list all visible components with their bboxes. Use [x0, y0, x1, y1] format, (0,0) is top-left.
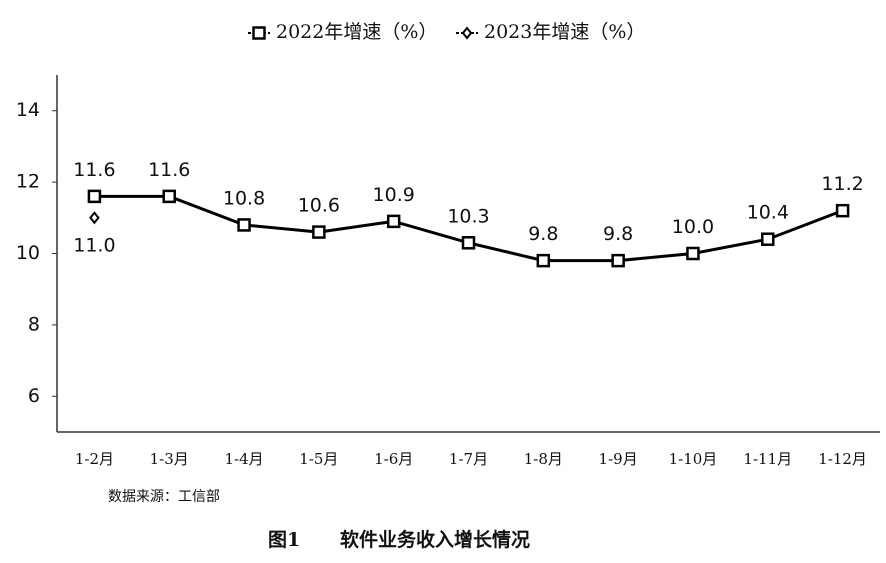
source-note: 数据来源：工信部: [108, 489, 220, 505]
x-tick-label: 1-7月: [449, 450, 488, 468]
x-tick-label: 1-6月: [374, 450, 413, 468]
x-tick-label: 1-5月: [299, 450, 338, 468]
x-tick-label: 1-9月: [599, 450, 638, 468]
data-point: [611, 253, 625, 268]
legend-label: 2023年增速（%）: [484, 21, 645, 43]
x-tick-label: 1-8月: [524, 450, 563, 468]
data-label: 11.0: [73, 234, 115, 256]
legend-marker: [461, 26, 473, 40]
x-tick-label: 1-2月: [75, 450, 114, 468]
legend-marker: [252, 26, 266, 40]
data-point: [386, 214, 401, 229]
y-tick-label: 14: [16, 99, 40, 121]
y-tick-label: 10: [16, 242, 40, 264]
data-point: [312, 225, 326, 239]
data-label: 10.4: [747, 202, 789, 224]
data-point: [162, 189, 176, 204]
figure-label: 图1: [268, 529, 300, 551]
data-point: [835, 203, 850, 218]
legend-label: 2022年增速（%）: [276, 21, 437, 43]
data-label: 9.8: [603, 223, 633, 245]
data-point: [686, 246, 700, 261]
data-label: 11.2: [821, 173, 863, 195]
data-point: [237, 218, 251, 232]
x-tick-label: 1-12月: [818, 450, 867, 468]
data-point: [87, 189, 102, 204]
data-label: 11.6: [73, 159, 115, 181]
y-tick-label: 6: [28, 385, 40, 407]
x-tick-label: 1-10月: [669, 450, 718, 468]
data-label: 10.6: [298, 195, 340, 217]
data-label: 10.9: [373, 184, 415, 206]
data-point: [536, 253, 551, 268]
data-point: [89, 211, 100, 225]
data-label: 10.8: [223, 187, 265, 209]
x-tick-label: 1-11月: [743, 450, 792, 468]
y-tick-label: 12: [16, 171, 40, 193]
data-point: [761, 232, 775, 246]
data-label: 10.3: [447, 205, 489, 227]
data-label: 9.8: [528, 223, 558, 245]
data-label: 10.0: [672, 216, 714, 238]
y-tick-label: 8: [28, 313, 40, 335]
data-label: 11.6: [148, 159, 190, 181]
data-point: [461, 236, 476, 250]
figure-caption: 软件业务收入增长情况: [340, 528, 530, 551]
x-tick-label: 1-4月: [224, 450, 263, 468]
x-tick-label: 1-3月: [150, 450, 189, 468]
